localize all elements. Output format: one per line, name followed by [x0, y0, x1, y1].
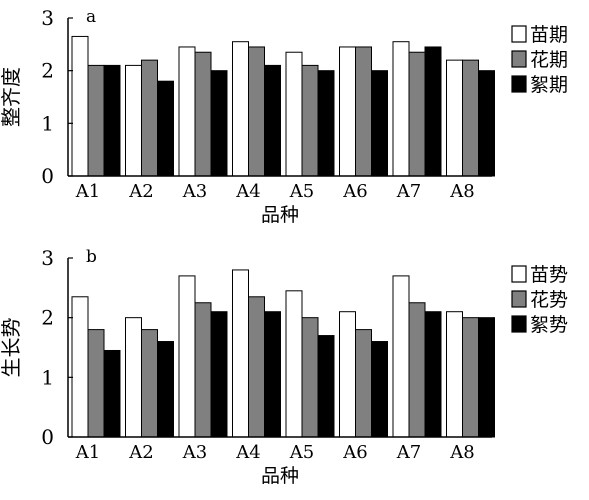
- bar-a-A7-series-3: [424, 46, 442, 177]
- bar-b-A5-series-3: [317, 335, 335, 438]
- bar-a-A5-series-3: [317, 70, 335, 177]
- bar-b-A2-series-3: [157, 341, 174, 438]
- bar-a-A8-series-3: [478, 70, 495, 177]
- bar-a-A1-series-2: [87, 64, 105, 177]
- bar-a-A5-series-1: [285, 51, 303, 177]
- y-tick-label: 2: [41, 59, 54, 83]
- bar-a-A4-series-2: [248, 46, 265, 177]
- legend-swatch: [511, 25, 527, 43]
- bar-a-A5-series-2: [301, 64, 319, 177]
- bar-a-A6-series-3: [371, 70, 388, 177]
- bar-b-A8-series-2: [462, 317, 479, 438]
- x-tick-label: A3: [182, 181, 207, 202]
- bar-a-A2-series-1: [125, 64, 142, 177]
- panel-label: a: [86, 7, 96, 27]
- legend-label: 花期: [530, 49, 568, 71]
- bar-b-A7-series-3: [424, 311, 442, 438]
- bar-b-A1-series-1: [71, 296, 89, 438]
- x-axis-title: 品种: [261, 465, 299, 487]
- bar-b-A8-series-3: [478, 317, 495, 438]
- bar-b-A6-series-1: [339, 311, 356, 438]
- legend-label: 苗势: [530, 264, 568, 286]
- bar-b-A3-series-1: [178, 275, 196, 438]
- y-tick-label: 3: [41, 246, 54, 270]
- bar-b-A6-series-3: [371, 341, 388, 438]
- y-tick-label: 0: [41, 425, 54, 449]
- bar-b-A2-series-1: [125, 317, 142, 438]
- x-tick-label: A7: [396, 442, 421, 463]
- x-tick-label: A1: [75, 181, 100, 202]
- bar-a-A6-series-2: [355, 46, 372, 177]
- bar-b-A1-series-3: [103, 349, 121, 438]
- bar-b-A3-series-2: [194, 302, 212, 438]
- x-tick-label: A3: [182, 442, 207, 463]
- x-tick-label: A4: [235, 442, 260, 463]
- bar-a-A8-series-1: [446, 59, 463, 177]
- bar-a-A7-series-2: [408, 51, 426, 177]
- legend-swatch: [511, 290, 527, 308]
- bar-a-A4-series-1: [232, 41, 249, 177]
- bar-b-A4-series-2: [248, 296, 265, 438]
- y-axis-title: 整齐度: [0, 67, 23, 127]
- bar-b-A7-series-2: [408, 302, 426, 438]
- bar-a-A3-series-2: [194, 51, 212, 177]
- x-tick-label: A2: [128, 181, 153, 202]
- legend-swatch: [511, 265, 527, 283]
- y-tick-label: 1: [41, 111, 54, 135]
- legend-swatch: [511, 315, 527, 333]
- bar-b-A5-series-1: [285, 290, 303, 438]
- bar-a-A1-series-1: [71, 35, 89, 177]
- y-tick-label: 0: [41, 164, 54, 188]
- legend-label: 絮势: [530, 314, 568, 336]
- bar-b-A1-series-2: [87, 329, 105, 438]
- bar-b-A7-series-1: [392, 275, 410, 438]
- x-tick-label: A2: [128, 442, 153, 463]
- y-tick-label: 3: [41, 6, 54, 30]
- legend-label: 絮期: [530, 74, 568, 96]
- y-axis-title: 生长势: [0, 318, 23, 378]
- x-tick-label: A8: [449, 442, 474, 463]
- legend-swatch: [511, 75, 527, 93]
- bar-a-A2-series-2: [141, 59, 158, 177]
- x-tick-label: A1: [75, 442, 100, 463]
- legend-label: 花势: [530, 289, 568, 311]
- x-tick-label: A8: [449, 181, 474, 202]
- x-tick-label: A6: [342, 181, 367, 202]
- x-tick-label: A5: [289, 442, 314, 463]
- panel-label: b: [86, 247, 97, 267]
- bar-b-A5-series-2: [301, 317, 319, 438]
- y-tick-label: 1: [41, 365, 54, 389]
- bar-a-A8-series-2: [462, 59, 479, 177]
- y-tick-label: 2: [41, 306, 54, 330]
- bar-a-A4-series-3: [264, 64, 281, 177]
- bar-b-A3-series-3: [210, 311, 228, 438]
- legend-label: 苗期: [530, 24, 568, 46]
- bar-a-A2-series-3: [157, 80, 174, 177]
- bar-b-A8-series-1: [446, 311, 463, 438]
- bar-b-A2-series-2: [141, 329, 158, 438]
- bar-b-A4-series-3: [264, 311, 281, 438]
- bar-a-A3-series-3: [210, 70, 228, 177]
- bar-b-A6-series-2: [355, 329, 372, 438]
- x-tick-label: A4: [235, 181, 260, 202]
- legend-swatch: [511, 50, 527, 68]
- x-tick-label: A6: [342, 442, 367, 463]
- bar-a-A3-series-1: [178, 46, 196, 177]
- x-tick-label: A5: [289, 181, 314, 202]
- bar-a-A1-series-3: [103, 64, 121, 177]
- x-axis-title: 品种: [261, 204, 299, 226]
- bar-a-A7-series-1: [392, 41, 410, 177]
- x-tick-label: A7: [396, 181, 421, 202]
- bar-a-A6-series-1: [339, 46, 356, 177]
- bar-b-A4-series-1: [232, 269, 249, 438]
